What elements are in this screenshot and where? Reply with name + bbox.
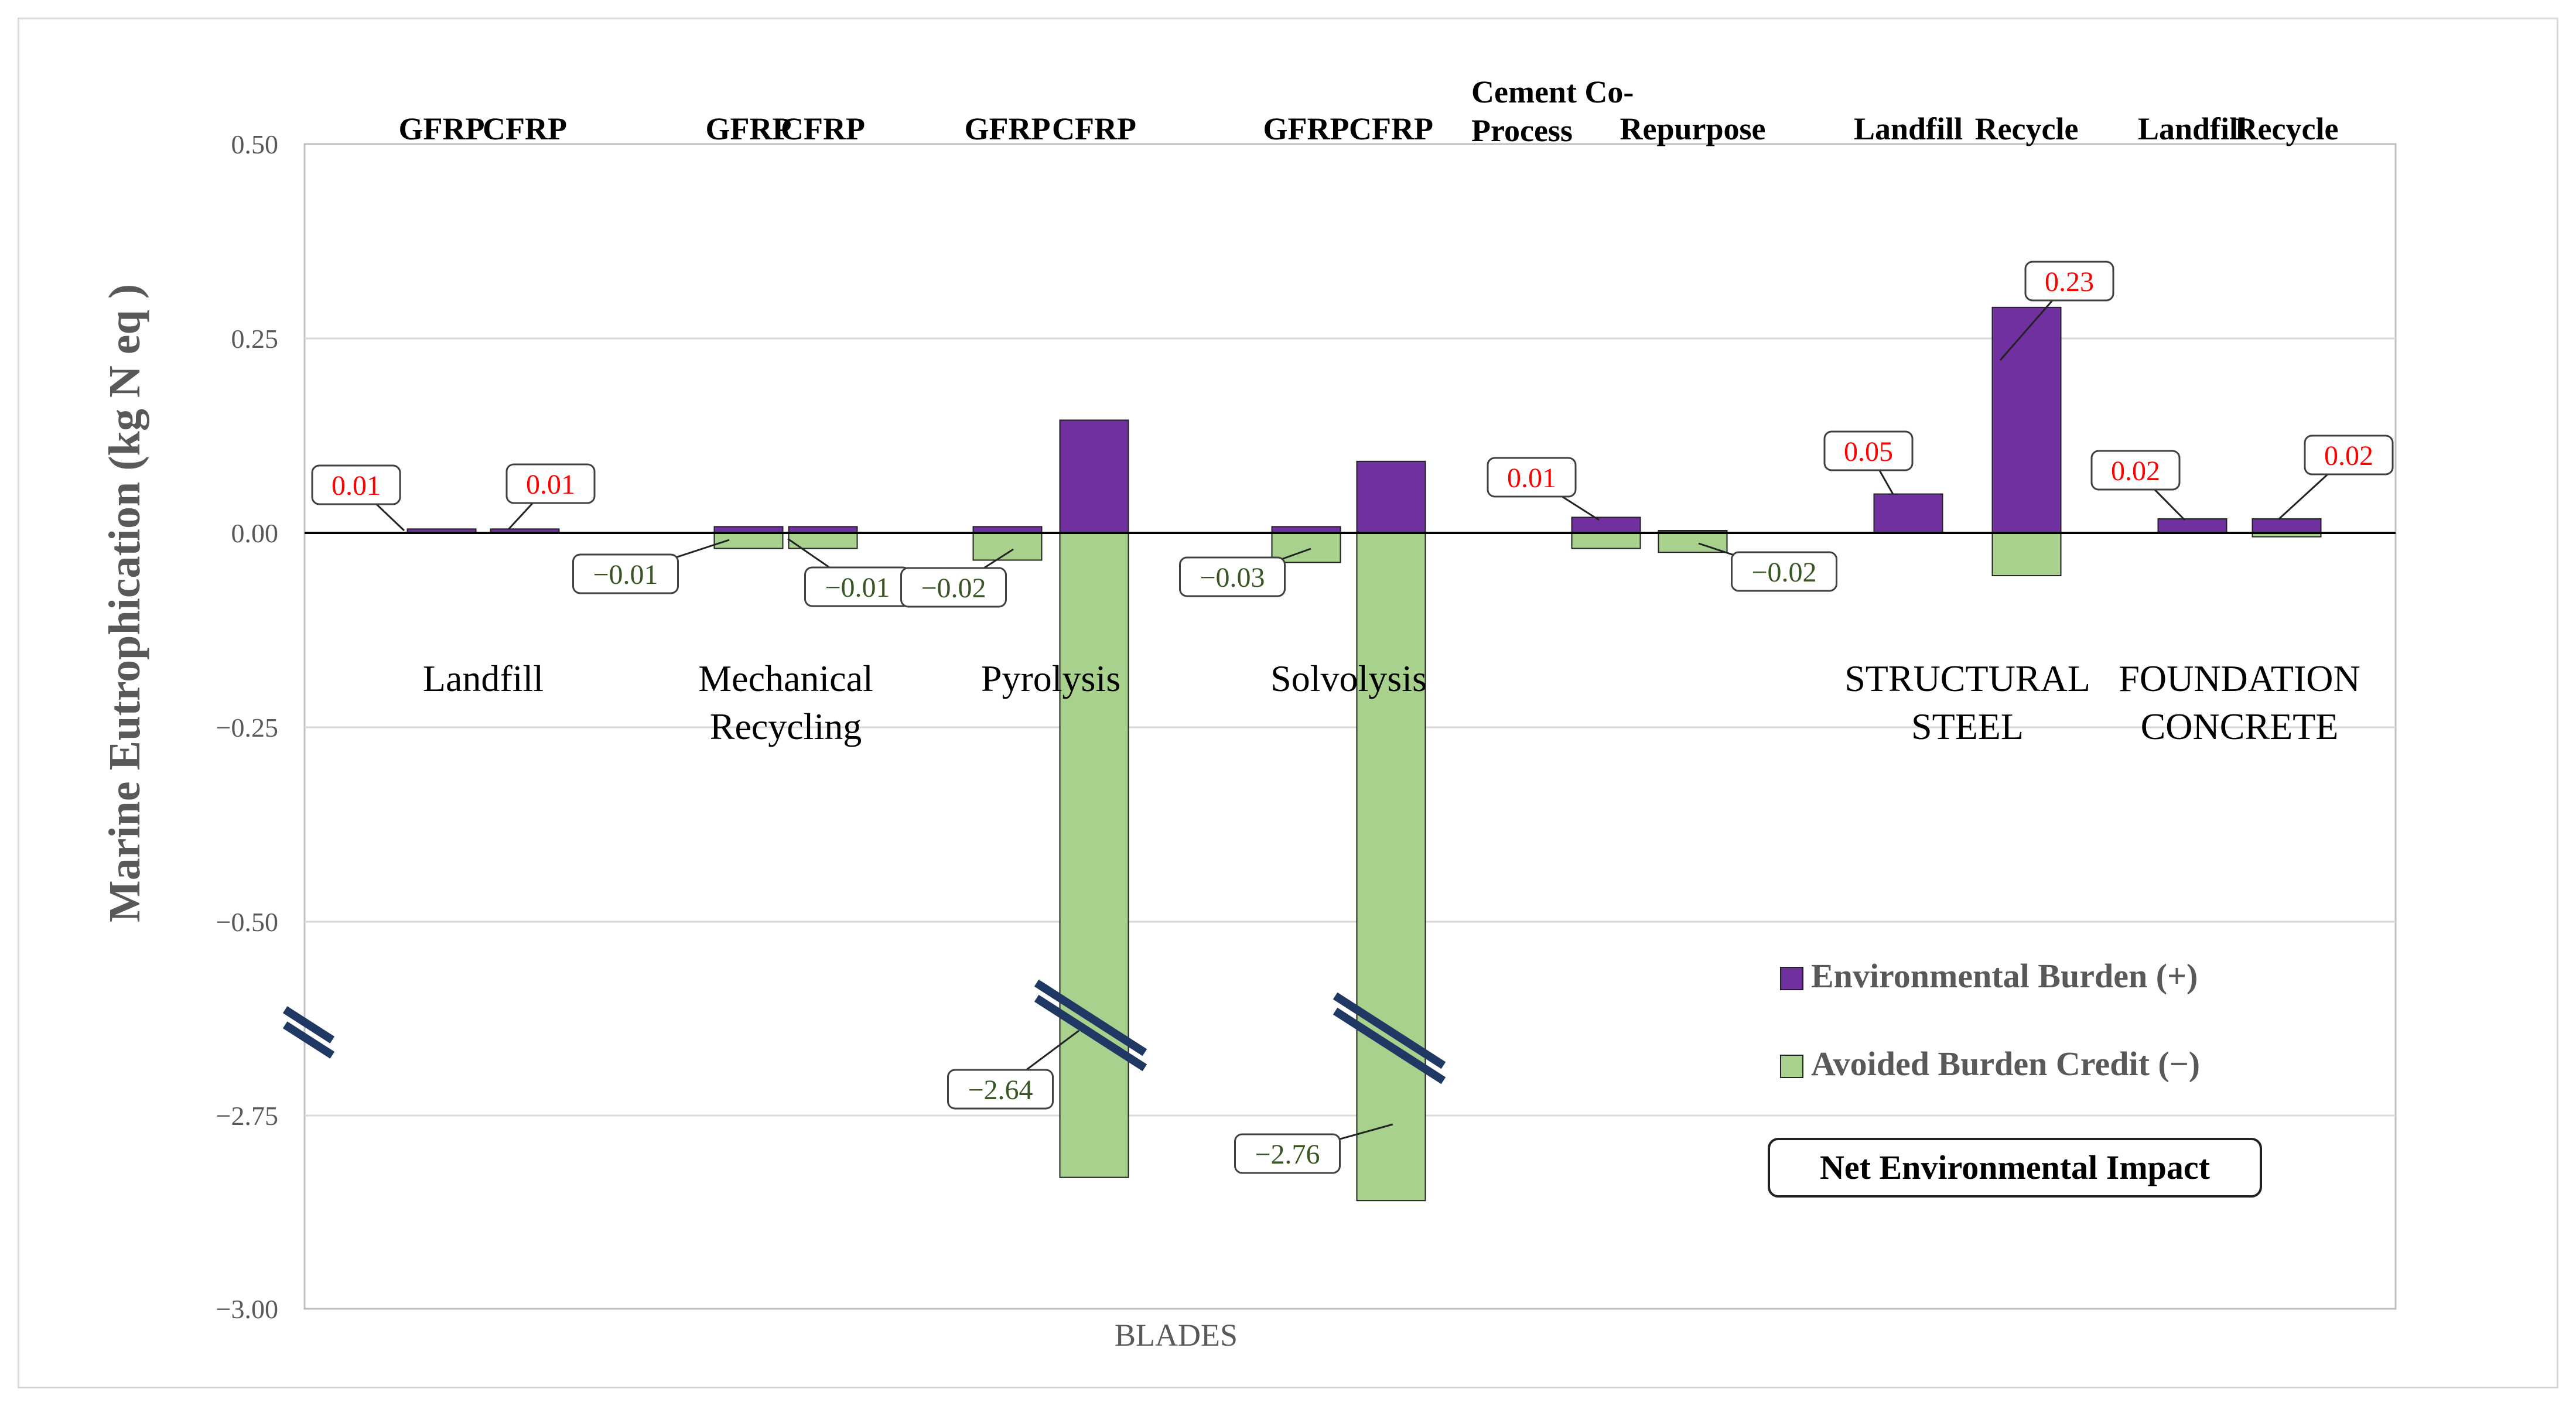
column-label: Landfill (2138, 111, 2247, 146)
net-impact-value: −2.64 (968, 1075, 1033, 1106)
column-label: CFRP (483, 111, 567, 146)
credit-bar (972, 532, 1043, 561)
column-label: GFRP (706, 111, 792, 146)
net-impact-callout-box (947, 1069, 1054, 1110)
column-label: Recycle (1975, 111, 2079, 146)
y-tick-label: 0.00 (231, 518, 279, 548)
legend-swatch-burden (1780, 967, 1803, 990)
net-impact-callout-box (2304, 435, 2394, 475)
y-tick-label: 0.25 (231, 324, 279, 354)
legend-label: Environmental Burden (+) (1811, 957, 2198, 995)
column-label: CFRP (1052, 111, 1136, 146)
burden-bar (1873, 493, 1943, 533)
y-tick-label: −0.50 (216, 907, 278, 937)
net-impact-value: 0.05 (1844, 436, 1893, 467)
group-label: CONCRETE (2141, 706, 2339, 747)
group-label: FOUNDATION (2119, 658, 2360, 699)
legend-net-impact-label: Net Environmental Impact (1820, 1148, 2211, 1186)
column-label: GFRP (1263, 111, 1350, 146)
group-label: Mechanical (698, 658, 873, 699)
credit-bar (1356, 532, 1426, 1202)
group-label: Solvolysis (1270, 658, 1427, 699)
column-label: Landfill (1854, 111, 1963, 146)
axis-break-mark (282, 1021, 335, 1059)
burden-bar (1991, 306, 2062, 533)
burden-bar (1059, 419, 1129, 533)
group-label: STRUCTURAL (1844, 658, 2090, 699)
burden-bar (2252, 518, 2322, 534)
axis-break-mark (1034, 979, 1147, 1056)
axis-break-mark (1034, 994, 1147, 1072)
column-label: GFRP (399, 111, 485, 146)
credit-bar (1991, 532, 2062, 577)
net-impact-callout-box (1179, 556, 1286, 597)
y-tick-label: −2.75 (216, 1101, 278, 1131)
y-axis-title: Marine Eutrophication (kg N eq ) (100, 284, 149, 922)
net-impact-value: 0.01 (1507, 463, 1556, 494)
net-impact-value: −0.02 (921, 573, 986, 604)
burden-bar (1356, 460, 1426, 533)
credit-bar (1271, 532, 1341, 563)
net-impact-value: 0.01 (332, 470, 381, 501)
net-impact-callout-box (1234, 1133, 1341, 1174)
legend-swatch-credit (1780, 1055, 1803, 1078)
net-impact-value: −0.02 (1751, 557, 1816, 588)
net-impact-value: −0.01 (593, 559, 658, 590)
group-label: STEEL (1911, 706, 2024, 747)
column-label: Repurpose (1620, 111, 1765, 146)
net-impact-value: −2.76 (1255, 1139, 1320, 1170)
column-label: Recycle (2235, 111, 2339, 146)
credit-bar (1059, 532, 1129, 1178)
net-impact-callout-box (2090, 450, 2181, 491)
burden-bar (2157, 518, 2227, 534)
axis-break-mark (1333, 992, 1446, 1069)
credit-bar (1571, 532, 1641, 549)
net-impact-value: 0.02 (2324, 440, 2373, 471)
y-tick-label: −3.00 (216, 1294, 278, 1324)
net-impact-callout-box (505, 463, 596, 504)
net-impact-callout-box (900, 567, 1007, 608)
net-impact-callout-box (572, 553, 679, 594)
column-label: Process (1471, 113, 1573, 148)
net-impact-value: 0.23 (2045, 266, 2094, 297)
axis-break-mark (1333, 1007, 1446, 1085)
y-tick-label: −0.25 (216, 713, 278, 743)
net-impact-callout-box (1823, 430, 1914, 471)
net-impact-value: 0.02 (2111, 456, 2160, 487)
net-impact-callout-box (311, 464, 401, 505)
burden-bar (1571, 516, 1641, 534)
net-impact-callout-box (1731, 551, 1837, 592)
column-label: Cement Co- (1471, 74, 1634, 110)
group-label: Pyrolysis (981, 658, 1120, 699)
column-label: GFRP (965, 111, 1051, 146)
net-impact-callout-box (2024, 261, 2114, 302)
x-axis-title: BLADES (1115, 1318, 1238, 1353)
column-label: CFRP (781, 111, 865, 146)
axis-break-mark (282, 1006, 335, 1044)
legend-net-impact-box (1768, 1138, 2262, 1198)
net-impact-value: −0.01 (825, 572, 890, 603)
net-impact-value: −0.03 (1200, 562, 1265, 593)
legend-label: Avoided Burden Credit (−) (1811, 1045, 2200, 1083)
y-tick-label: 0.50 (231, 129, 279, 159)
net-impact-callout-box (1487, 457, 1577, 498)
group-label: Recycling (710, 706, 862, 747)
group-label: Landfill (423, 658, 544, 699)
net-impact-value: 0.01 (526, 469, 575, 500)
column-label: CFRP (1349, 111, 1433, 146)
